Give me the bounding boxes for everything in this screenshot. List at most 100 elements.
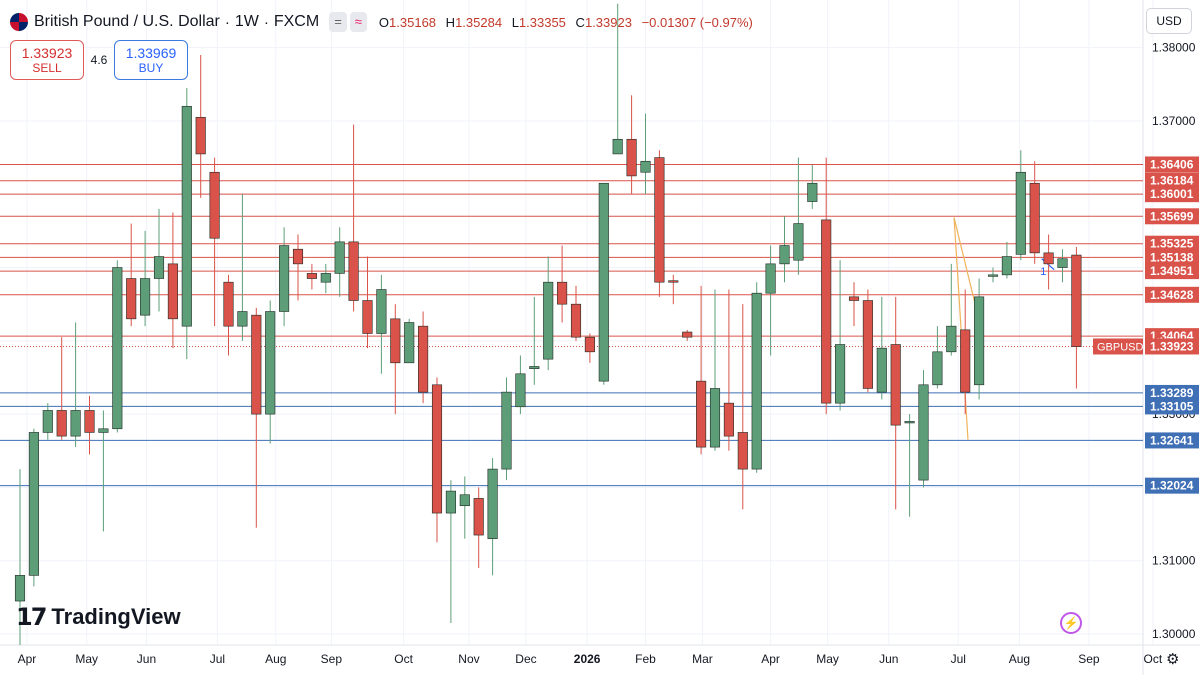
trend-marker-label: 1 bbox=[1040, 266, 1046, 278]
separator: · bbox=[224, 13, 230, 31]
candle-bearish bbox=[1043, 252, 1054, 265]
candle-bullish bbox=[279, 245, 290, 312]
support-label: 1.32024 bbox=[1150, 479, 1194, 493]
resistance-label: 1.34951 bbox=[1150, 264, 1194, 278]
tradingview-logo-text: TradingView bbox=[51, 604, 181, 629]
candle-bullish bbox=[70, 410, 81, 437]
candle-bearish bbox=[473, 498, 484, 536]
x-tick-label: May bbox=[816, 652, 839, 666]
tradingview-logo[interactable]: 17 TradingView bbox=[16, 603, 181, 631]
tradingview-mark-icon: 17 bbox=[16, 603, 47, 631]
equals-icon[interactable]: = bbox=[329, 12, 347, 32]
x-tick-label: Dec bbox=[515, 652, 536, 666]
change-value: −0.01307 (−0.97%) bbox=[641, 14, 753, 30]
candle-bearish bbox=[195, 116, 206, 155]
x-tick-label: Jul bbox=[210, 652, 225, 666]
last-price-label-box bbox=[1145, 338, 1199, 355]
resistance-label-box bbox=[1145, 186, 1199, 203]
x-tick-label: Jun bbox=[879, 652, 898, 666]
open-label: O bbox=[378, 14, 390, 30]
candle-bullish bbox=[1057, 258, 1068, 268]
x-tick-label: Nov bbox=[458, 652, 479, 666]
y-tick-label: 1.31000 bbox=[1152, 554, 1196, 568]
candle-bearish bbox=[292, 248, 304, 265]
last-price-label: 1.33923 bbox=[1150, 339, 1194, 353]
candle-bearish bbox=[362, 300, 373, 334]
y-tick-label: 1.30000 bbox=[1152, 627, 1196, 641]
candle-bullish bbox=[779, 245, 790, 265]
interval-label[interactable]: 1W bbox=[234, 13, 259, 30]
candle-bullish bbox=[876, 347, 887, 393]
indicator-toggles[interactable]: = ≈ bbox=[329, 12, 367, 32]
candle-bearish bbox=[126, 278, 137, 320]
candle-bullish bbox=[709, 388, 721, 448]
exchange-label: FXCM bbox=[273, 13, 320, 30]
candle-bullish bbox=[334, 241, 345, 274]
x-tick-label: Oct bbox=[1144, 652, 1163, 666]
sell-button[interactable]: 1.33923 SELL bbox=[10, 40, 84, 80]
candle-bullish bbox=[320, 273, 331, 283]
candle-bullish bbox=[974, 296, 985, 386]
support-label: 1.33105 bbox=[1150, 399, 1194, 413]
candle-bullish bbox=[793, 223, 804, 261]
candle-bearish bbox=[960, 329, 971, 393]
candle-bullish bbox=[751, 292, 762, 470]
x-tick-label: Aug bbox=[265, 652, 286, 666]
candle-bullish bbox=[14, 575, 26, 602]
candle-bullish bbox=[112, 267, 123, 430]
candle-bullish bbox=[1001, 256, 1012, 276]
x-tick-label: Aug bbox=[1009, 652, 1030, 666]
candle-bullish bbox=[612, 138, 623, 155]
settings-gear-icon[interactable]: ⚙ bbox=[1166, 651, 1180, 668]
candle-bullish bbox=[946, 325, 957, 353]
support-label-box bbox=[1145, 384, 1199, 401]
candle-bearish bbox=[1029, 182, 1040, 254]
candle-bearish bbox=[654, 157, 665, 283]
candle-bearish bbox=[209, 171, 220, 239]
candle-bullish bbox=[28, 432, 39, 576]
candle-bullish bbox=[153, 256, 165, 279]
resistance-label-box bbox=[1145, 249, 1199, 266]
high-label: H bbox=[445, 14, 456, 30]
resistance-label-box bbox=[1145, 156, 1199, 173]
sell-price: 1.33923 bbox=[21, 45, 73, 61]
currency-selector[interactable]: USD bbox=[1146, 8, 1192, 34]
resistance-label: 1.36001 bbox=[1150, 187, 1194, 201]
candle-bullish bbox=[918, 384, 929, 481]
x-tick-label: Sep bbox=[1078, 652, 1100, 666]
candle-bearish bbox=[682, 331, 693, 338]
support-label-box bbox=[1145, 477, 1199, 494]
candle-bullish bbox=[237, 311, 248, 327]
candle-bearish bbox=[306, 273, 317, 279]
candle-bearish bbox=[431, 384, 443, 514]
support-label: 1.33289 bbox=[1150, 386, 1194, 400]
candle-bearish bbox=[862, 300, 873, 389]
support-label: 1.32641 bbox=[1150, 433, 1194, 447]
candle-bullish bbox=[904, 421, 915, 424]
trade-panel: 1.33923 SELL 4.6 1.33969 BUY bbox=[10, 40, 188, 80]
x-tick-label: Oct bbox=[394, 652, 413, 666]
support-label-box bbox=[1145, 432, 1199, 449]
candle-bullish bbox=[598, 182, 609, 382]
wave-icon[interactable]: ≈ bbox=[349, 12, 367, 32]
symbol-title[interactable]: British Pound / U.S. Dollar bbox=[34, 13, 220, 30]
candle-bullish bbox=[487, 468, 498, 540]
resistance-label-box bbox=[1145, 263, 1199, 280]
open-value: 1.35168 bbox=[389, 14, 437, 30]
candle-bearish bbox=[251, 314, 262, 415]
lightning-icon[interactable]: ⚡ bbox=[1060, 612, 1082, 634]
candle-bullish bbox=[543, 281, 554, 360]
candle-bearish bbox=[84, 410, 95, 433]
candle-bearish bbox=[626, 138, 637, 177]
buy-button[interactable]: 1.33969 BUY bbox=[114, 40, 188, 80]
resistance-label-box bbox=[1145, 208, 1199, 225]
resistance-label: 1.35699 bbox=[1150, 209, 1194, 223]
symbol-tag: GBPUSD bbox=[1097, 341, 1144, 353]
candle-bearish bbox=[737, 432, 748, 470]
candle-bearish bbox=[1071, 254, 1082, 347]
chart-header: British Pound / U.S. Dollar · 1W · FXCM … bbox=[10, 8, 759, 36]
candle-bullish bbox=[501, 391, 512, 470]
candle-bullish bbox=[42, 410, 53, 433]
candle-bearish bbox=[418, 325, 429, 393]
